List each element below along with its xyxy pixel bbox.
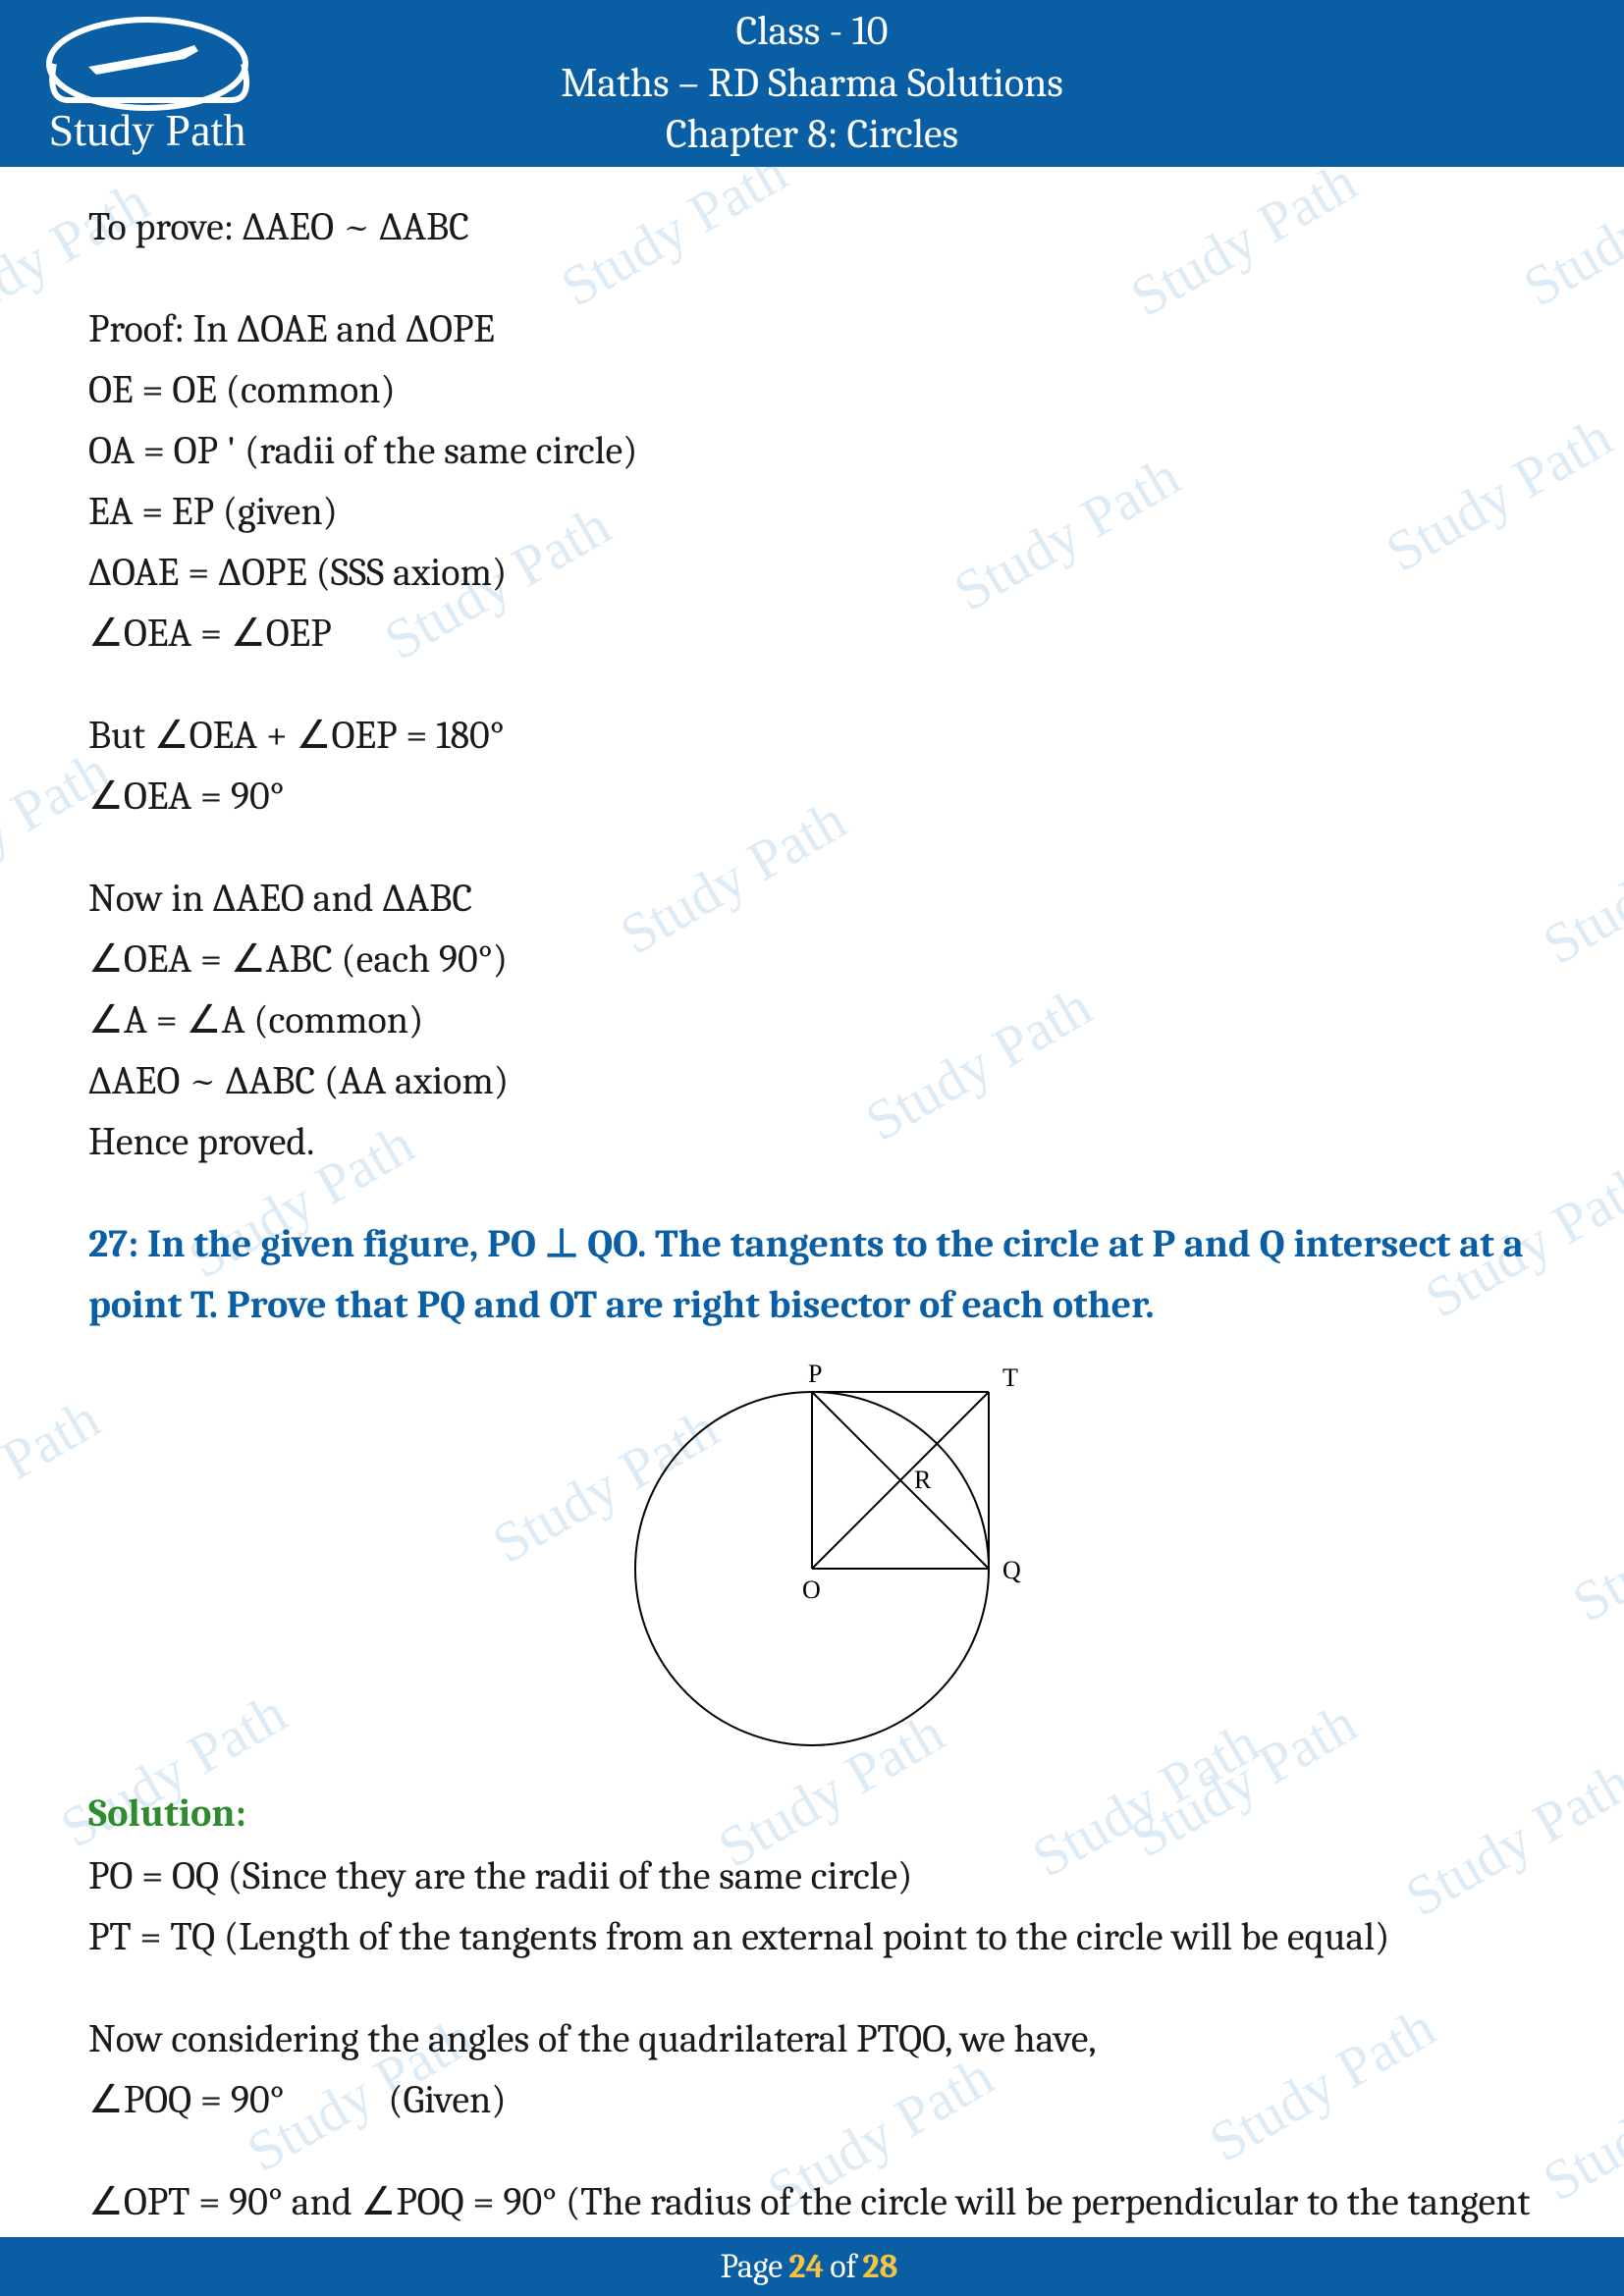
text-line: Now in ∆AEO and ∆ABC	[88, 868, 1536, 929]
footer-mid: of	[830, 2247, 856, 2286]
text-line: Proof: In ∆OAE and ∆OPE	[88, 298, 1536, 359]
text-line: PO = OQ (Since they are the radii of the…	[88, 1845, 1536, 1906]
svg-text:O: O	[802, 1575, 821, 1604]
proof-block-2: But ∠OEA + ∠OEP = 180° ∠OEA = 90°	[88, 705, 1536, 827]
text-line: PT = TQ (Length of the tangents from an …	[88, 1906, 1536, 1967]
footer-page-current: 24	[788, 2247, 824, 2286]
solution-block-2: Now considering the angles of the quadri…	[88, 2008, 1536, 2130]
text-line: ∆AEO ~ ∆ABC (AA axiom)	[88, 1050, 1536, 1111]
page-header: Study Path Class - 10 Maths – RD Sharma …	[0, 0, 1624, 167]
solution-block-1: PO = OQ (Since they are the radii of the…	[88, 1845, 1536, 1967]
page-footer: Page 24 of 28	[0, 2237, 1624, 2296]
proof-block-3: Now in ∆AEO and ∆ABC ∠OEA = ∠ABC (each 9…	[88, 868, 1536, 1172]
figure-q27: P T Q O R	[88, 1353, 1536, 1765]
proof-block-1: Proof: In ∆OAE and ∆OPE OE = OE (common)…	[88, 298, 1536, 664]
text-line: To prove: ∆AEO ~ ∆ABC	[88, 196, 1536, 257]
text-line: ∆OAE = ∆OPE (SSS axiom)	[88, 542, 1536, 603]
page-content: To prove: ∆AEO ~ ∆ABC Proof: In ∆OAE and…	[0, 167, 1624, 2293]
text-line: ∠POQ = 90° (Given)	[88, 2069, 1536, 2130]
text-line: Hence proved.	[88, 1111, 1536, 1172]
circle-diagram: P T Q O R	[567, 1353, 1057, 1765]
svg-text:T: T	[1002, 1363, 1018, 1392]
text-line: ∠OEA = ∠OEP	[88, 603, 1536, 664]
svg-text:R: R	[914, 1466, 932, 1494]
text-line: ∠OEA = 90°	[88, 766, 1536, 827]
text-line: OE = OE (common)	[88, 359, 1536, 420]
text-line: Now considering the angles of the quadri…	[88, 2008, 1536, 2069]
logo-text: Study Path	[49, 105, 246, 155]
logo: Study Path	[29, 10, 265, 161]
footer-prefix: Page	[721, 2247, 784, 2286]
text-line: ∠OEA = ∠ABC (each 90°)	[88, 929, 1536, 989]
text-line: But ∠OEA + ∠OEP = 180°	[88, 705, 1536, 766]
text-line: ∠A = ∠A (common)	[88, 989, 1536, 1050]
footer-page-total: 28	[862, 2247, 897, 2286]
question-27: 27: In the given figure, PO ⊥ QO. The ta…	[88, 1213, 1536, 1335]
svg-text:Q: Q	[1002, 1556, 1021, 1584]
svg-text:P: P	[808, 1360, 822, 1388]
text-line: EA = EP (given)	[88, 481, 1536, 542]
solution-heading: Solution:	[88, 1783, 1536, 1843]
text-line: OA = OP ' (radii of the same circle)	[88, 420, 1536, 481]
to-prove: To prove: ∆AEO ~ ∆ABC	[88, 196, 1536, 257]
